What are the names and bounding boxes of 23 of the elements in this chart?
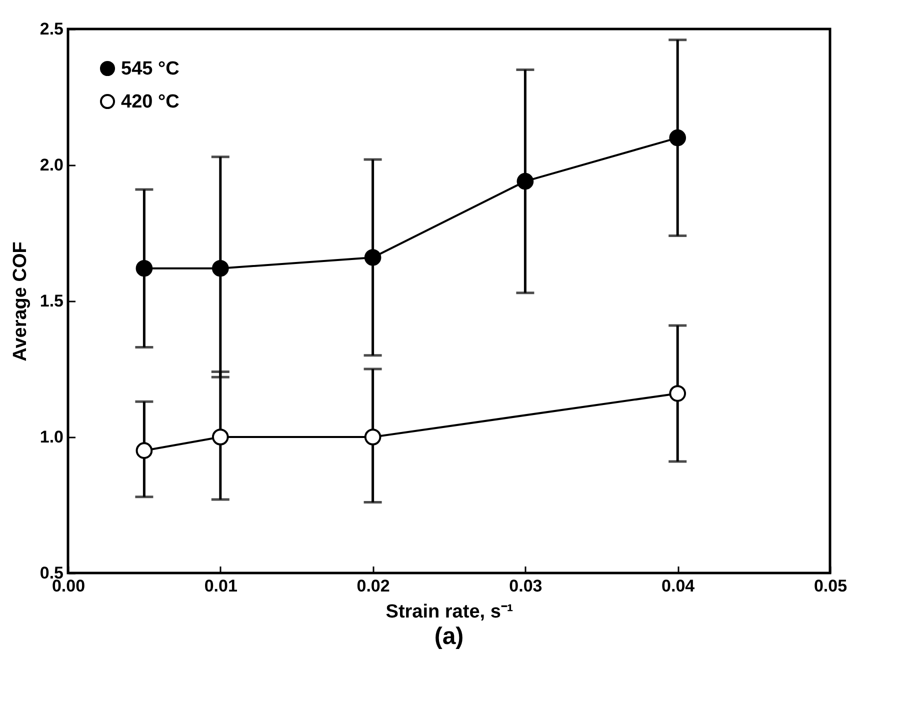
y-axis-title: Average COF xyxy=(10,242,31,362)
x-tick-label: 0.03 xyxy=(509,576,542,596)
legend-label: 420 °C xyxy=(121,92,180,112)
point xyxy=(364,428,382,446)
text: (a) xyxy=(434,623,464,650)
point xyxy=(669,129,686,146)
x-tick-label: 0.05 xyxy=(814,576,848,596)
x-tick-label: 0.02 xyxy=(356,576,390,596)
legend-label: 545 °C xyxy=(121,58,180,80)
y-tick-label: 2.5 xyxy=(40,20,64,38)
point xyxy=(136,260,153,277)
x-tick-label: 0.01 xyxy=(204,576,238,596)
x-axis-title: Strain rate, s⁻¹ xyxy=(386,602,514,622)
point xyxy=(669,385,686,402)
point xyxy=(364,249,382,266)
y-tick-label: 2.0 xyxy=(40,156,64,174)
y-tick-label: 1.5 xyxy=(40,292,64,310)
x-tick-label: 0.04 xyxy=(662,576,696,596)
point xyxy=(136,442,153,459)
y-tick-label: 1.0 xyxy=(40,428,64,446)
point xyxy=(212,260,229,277)
point xyxy=(516,172,534,190)
point xyxy=(212,428,229,446)
